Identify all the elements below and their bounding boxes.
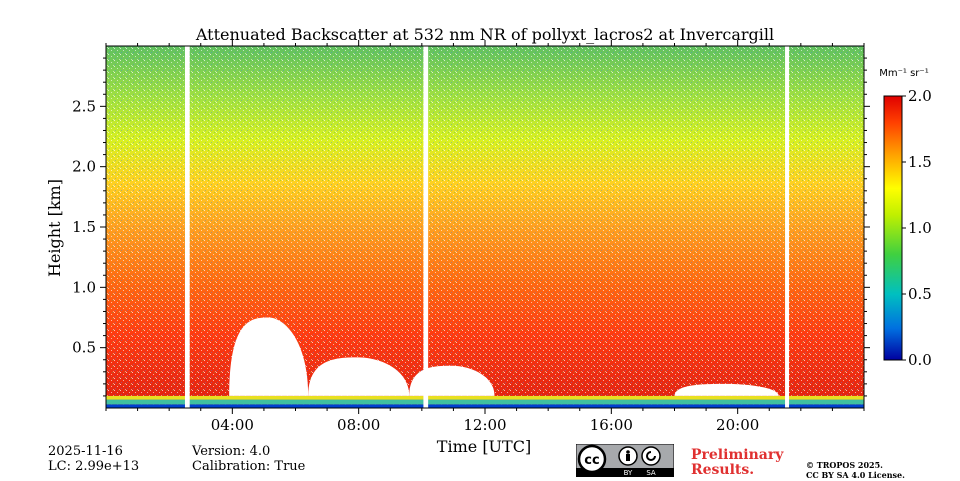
svg-text:cc: cc bbox=[584, 453, 599, 468]
sa-share-icon bbox=[641, 446, 661, 466]
preliminary-results: Preliminary Results. bbox=[691, 447, 784, 478]
y-tick-label-1: 1.0 bbox=[72, 278, 96, 296]
svg-text:SA: SA bbox=[646, 469, 656, 477]
colorbar-tick-label-4: 2.0 bbox=[908, 87, 932, 105]
x-tick-label-4: 20:00 bbox=[716, 416, 759, 434]
data-gap-0 bbox=[184, 46, 190, 408]
low-signal-region-1 bbox=[308, 357, 410, 396]
colorbar-tick-label-1: 0.5 bbox=[908, 285, 932, 303]
footer-middle: Version: 4.0 Calibration: True bbox=[192, 444, 305, 474]
colorbar bbox=[883, 95, 903, 361]
data-gap-1 bbox=[423, 46, 429, 408]
footer-left: 2025-11-16 LC: 2.99e+13 bbox=[48, 444, 139, 474]
x-tick-label-1: 08:00 bbox=[337, 416, 380, 434]
heatmap-field bbox=[106, 46, 864, 408]
colorbar-tick-label-3: 1.5 bbox=[908, 153, 932, 171]
x-tick-label-0: 04:00 bbox=[211, 416, 254, 434]
copyright-notice: © TROPOS 2025. CC BY SA 4.0 License. bbox=[806, 460, 905, 480]
svg-text:BY: BY bbox=[624, 469, 633, 477]
ground-band-green bbox=[106, 399, 864, 405]
x-axis-label: Time [UTC] bbox=[437, 437, 531, 456]
y-axis-ticks: 0.5 1.0 1.5 2.0 2.5 bbox=[72, 57, 870, 397]
low-signal-region-3 bbox=[674, 383, 779, 396]
ground-band-yellow bbox=[106, 395, 864, 400]
noise-texture bbox=[106, 46, 864, 408]
colorbar-ticks: 0.0 0.5 1.0 1.5 2.0 bbox=[902, 87, 932, 369]
colorbar-tick-label-2: 1.0 bbox=[908, 219, 932, 237]
x-tick-label-2: 12:00 bbox=[463, 416, 506, 434]
x-tick-label-3: 16:00 bbox=[590, 416, 633, 434]
y-axis-label: Height [km] bbox=[45, 179, 64, 277]
cc-by-sa-logo: cc BY SA bbox=[575, 443, 675, 478]
chart-title: Attenuated Backscatter at 532 nm NR of p… bbox=[195, 25, 775, 44]
y-tick-label-0: 0.5 bbox=[72, 339, 96, 357]
colorbar-tick-label-0: 0.0 bbox=[908, 351, 932, 369]
low-signal-region-2 bbox=[409, 365, 495, 396]
footer-version: Version: 4.0 bbox=[192, 444, 271, 459]
y-tick-label-4: 2.5 bbox=[72, 97, 96, 115]
ground-band-blue bbox=[106, 404, 864, 408]
colorbar-unit-label: Mm⁻¹ sr⁻¹ bbox=[879, 68, 928, 79]
footer-lc: LC: 2.99e+13 bbox=[48, 459, 140, 474]
data-gap-2 bbox=[785, 46, 790, 408]
cc-icon bbox=[577, 444, 607, 474]
x-axis-ticks: 04:00 08:00 12:00 16:00 20:00 bbox=[105, 40, 865, 434]
low-signal-region-0 bbox=[229, 317, 309, 396]
footer-calibration: Calibration: True bbox=[192, 459, 306, 474]
y-tick-label-3: 2.0 bbox=[72, 158, 96, 176]
y-tick-label-2: 1.5 bbox=[72, 218, 96, 236]
footer-date: 2025-11-16 bbox=[48, 444, 123, 459]
